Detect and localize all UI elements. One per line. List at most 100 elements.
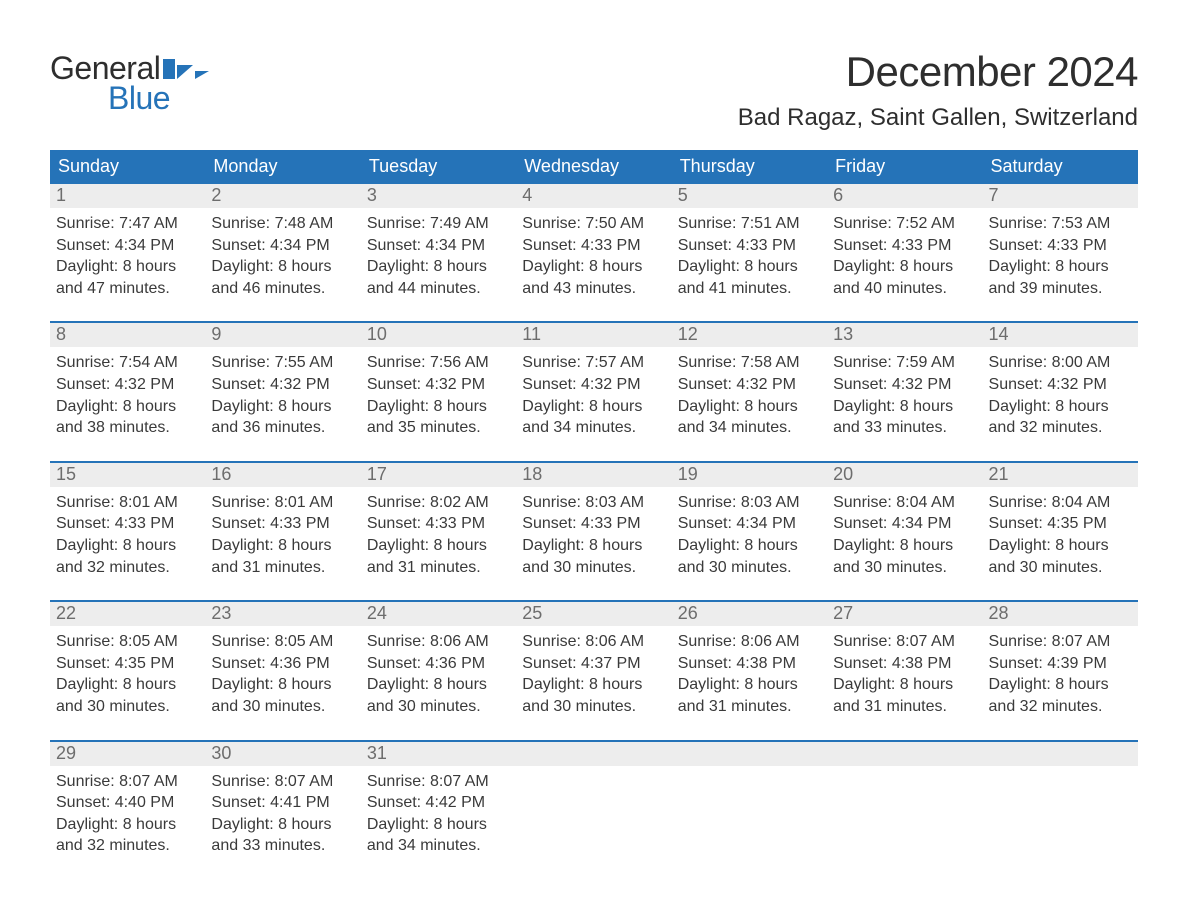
sunrise-text: Sunrise: 8:07 AM <box>367 771 510 793</box>
daylight-text: and 47 minutes. <box>56 278 199 300</box>
day-number-row: 17 <box>361 463 516 487</box>
calendar-day: 7Sunrise: 7:53 AMSunset: 4:33 PMDaylight… <box>983 184 1138 299</box>
sunrise-text: Sunrise: 8:01 AM <box>211 492 354 514</box>
day-number: 12 <box>672 323 827 347</box>
calendar-day: 8Sunrise: 7:54 AMSunset: 4:32 PMDaylight… <box>50 323 205 438</box>
calendar-week: 22Sunrise: 8:05 AMSunset: 4:35 PMDayligh… <box>50 600 1138 717</box>
day-number-row: 2 <box>205 184 360 208</box>
sunset-text: Sunset: 4:32 PM <box>989 374 1132 396</box>
day-number-row: 22 <box>50 602 205 626</box>
sunset-text: Sunset: 4:38 PM <box>678 653 821 675</box>
weekday-header: Friday <box>827 150 982 184</box>
day-number-row: 16 <box>205 463 360 487</box>
weekday-header: Sunday <box>50 150 205 184</box>
calendar-day: 20Sunrise: 8:04 AMSunset: 4:34 PMDayligh… <box>827 463 982 578</box>
sunrise-text: Sunrise: 7:57 AM <box>522 352 665 374</box>
day-number: 17 <box>361 463 516 487</box>
daylight-text: and 43 minutes. <box>522 278 665 300</box>
weekday-header: Wednesday <box>516 150 671 184</box>
day-number-row: 21 <box>983 463 1138 487</box>
calendar-week: 29Sunrise: 8:07 AMSunset: 4:40 PMDayligh… <box>50 740 1138 857</box>
day-number: 14 <box>983 323 1138 347</box>
day-number: 27 <box>827 602 982 626</box>
day-number: 19 <box>672 463 827 487</box>
calendar-day: 24Sunrise: 8:06 AMSunset: 4:36 PMDayligh… <box>361 602 516 717</box>
daylight-text: and 34 minutes. <box>367 835 510 857</box>
sunset-text: Sunset: 4:42 PM <box>367 792 510 814</box>
daylight-text: and 30 minutes. <box>367 696 510 718</box>
calendar-week: 1Sunrise: 7:47 AMSunset: 4:34 PMDaylight… <box>50 184 1138 299</box>
calendar-day <box>672 742 827 857</box>
day-body: Sunrise: 8:07 AMSunset: 4:39 PMDaylight:… <box>983 626 1138 717</box>
sunrise-text: Sunrise: 8:07 AM <box>833 631 976 653</box>
day-body: Sunrise: 7:47 AMSunset: 4:34 PMDaylight:… <box>50 208 205 299</box>
day-body: Sunrise: 7:51 AMSunset: 4:33 PMDaylight:… <box>672 208 827 299</box>
sunset-text: Sunset: 4:32 PM <box>522 374 665 396</box>
sunset-text: Sunset: 4:35 PM <box>989 513 1132 535</box>
daylight-text: and 32 minutes. <box>989 696 1132 718</box>
daylight-text: Daylight: 8 hours <box>56 814 199 836</box>
day-body: Sunrise: 7:58 AMSunset: 4:32 PMDaylight:… <box>672 347 827 438</box>
day-number: 18 <box>516 463 671 487</box>
calendar-day: 29Sunrise: 8:07 AMSunset: 4:40 PMDayligh… <box>50 742 205 857</box>
day-number: 20 <box>827 463 982 487</box>
daylight-text: and 32 minutes. <box>56 835 199 857</box>
sunrise-text: Sunrise: 8:03 AM <box>522 492 665 514</box>
daylight-text: Daylight: 8 hours <box>989 256 1132 278</box>
sunrise-text: Sunrise: 8:03 AM <box>678 492 821 514</box>
calendar-day: 15Sunrise: 8:01 AMSunset: 4:33 PMDayligh… <box>50 463 205 578</box>
day-number-row: 14 <box>983 323 1138 347</box>
day-number-row: 6 <box>827 184 982 208</box>
daylight-text: Daylight: 8 hours <box>833 396 976 418</box>
day-number: 10 <box>361 323 516 347</box>
daylight-text: Daylight: 8 hours <box>56 535 199 557</box>
daylight-text: Daylight: 8 hours <box>56 674 199 696</box>
sunrise-text: Sunrise: 8:07 AM <box>56 771 199 793</box>
sunrise-text: Sunrise: 8:02 AM <box>367 492 510 514</box>
day-number-row: 12 <box>672 323 827 347</box>
calendar-day: 31Sunrise: 8:07 AMSunset: 4:42 PMDayligh… <box>361 742 516 857</box>
header: General Blue December 2024 Bad Ragaz, Sa… <box>50 48 1138 144</box>
calendar-day <box>827 742 982 857</box>
daylight-text: and 31 minutes. <box>367 557 510 579</box>
daylight-text: Daylight: 8 hours <box>367 396 510 418</box>
day-number-row <box>672 742 827 766</box>
sunrise-text: Sunrise: 7:48 AM <box>211 213 354 235</box>
sunrise-text: Sunrise: 7:56 AM <box>367 352 510 374</box>
day-number-row: 10 <box>361 323 516 347</box>
page-title: December 2024 <box>738 48 1138 96</box>
daylight-text: Daylight: 8 hours <box>56 396 199 418</box>
day-body: Sunrise: 7:53 AMSunset: 4:33 PMDaylight:… <box>983 208 1138 299</box>
day-number: 16 <box>205 463 360 487</box>
day-number: 29 <box>50 742 205 766</box>
day-body: Sunrise: 8:04 AMSunset: 4:35 PMDaylight:… <box>983 487 1138 578</box>
daylight-text: and 40 minutes. <box>833 278 976 300</box>
daylight-text: Daylight: 8 hours <box>522 256 665 278</box>
day-body: Sunrise: 8:07 AMSunset: 4:40 PMDaylight:… <box>50 766 205 857</box>
day-number: 30 <box>205 742 360 766</box>
daylight-text: and 39 minutes. <box>989 278 1132 300</box>
day-number: 7 <box>983 184 1138 208</box>
calendar-day: 1Sunrise: 7:47 AMSunset: 4:34 PMDaylight… <box>50 184 205 299</box>
day-number: 6 <box>827 184 982 208</box>
logo-flag-icon <box>163 52 209 84</box>
daylight-text: Daylight: 8 hours <box>833 256 976 278</box>
page-subtitle: Bad Ragaz, Saint Gallen, Switzerland <box>738 104 1138 132</box>
sunset-text: Sunset: 4:37 PM <box>522 653 665 675</box>
daylight-text: Daylight: 8 hours <box>989 396 1132 418</box>
day-body: Sunrise: 8:01 AMSunset: 4:33 PMDaylight:… <box>205 487 360 578</box>
day-number: 5 <box>672 184 827 208</box>
daylight-text: Daylight: 8 hours <box>522 674 665 696</box>
day-body: Sunrise: 7:50 AMSunset: 4:33 PMDaylight:… <box>516 208 671 299</box>
day-number-row <box>827 742 982 766</box>
daylight-text: and 36 minutes. <box>211 417 354 439</box>
day-number-row: 19 <box>672 463 827 487</box>
daylight-text: Daylight: 8 hours <box>211 814 354 836</box>
daylight-text: and 31 minutes. <box>211 557 354 579</box>
day-number: 15 <box>50 463 205 487</box>
day-body: Sunrise: 8:07 AMSunset: 4:41 PMDaylight:… <box>205 766 360 857</box>
day-body: Sunrise: 8:03 AMSunset: 4:34 PMDaylight:… <box>672 487 827 578</box>
sunrise-text: Sunrise: 7:53 AM <box>989 213 1132 235</box>
day-number-row: 25 <box>516 602 671 626</box>
day-body: Sunrise: 7:48 AMSunset: 4:34 PMDaylight:… <box>205 208 360 299</box>
